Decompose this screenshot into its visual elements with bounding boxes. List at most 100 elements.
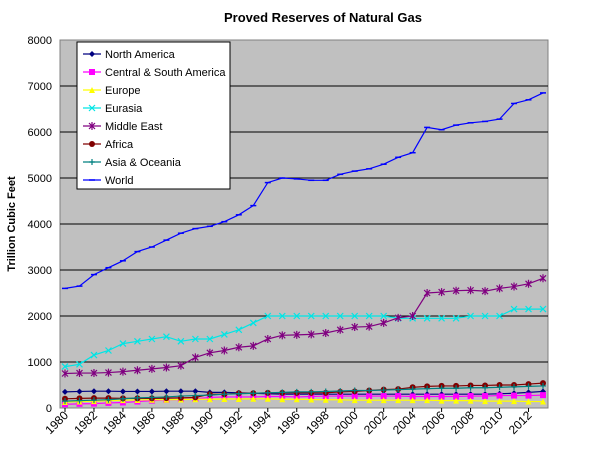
data-point [540,382,546,389]
data-point [540,392,546,399]
data-point [322,396,329,403]
data-point [423,314,431,322]
data-point [351,312,359,320]
data-point [409,393,416,400]
data-point [134,388,141,395]
series-line [64,92,544,289]
legend-marker [89,159,95,165]
data-point [264,335,272,343]
data-point [249,319,257,327]
legend-box [76,41,231,190]
data-point [162,333,170,341]
data-point [177,337,185,345]
data-point [322,329,330,338]
data-point [336,312,344,320]
series-2 [62,395,546,406]
data-point [423,289,431,297]
data-point [293,330,301,339]
data-point [409,397,416,404]
legend-marker [88,122,96,130]
legend-marker [89,69,95,75]
data-point [337,396,344,403]
data-point [148,364,156,373]
series-line [64,308,543,368]
data-point [395,397,402,404]
legend-label: Europe [105,85,140,97]
y-tick-label: 8000 [28,35,52,47]
series-line [64,382,544,400]
data-point [308,396,315,403]
data-point [481,287,489,296]
data-point [307,312,315,320]
series-4 [61,274,547,378]
data-point [438,397,445,404]
legend-marker [88,104,96,112]
data-point [366,397,373,404]
data-point [351,397,358,404]
data-point [467,397,474,404]
data-point [279,396,286,403]
data-point [163,388,170,395]
data-point [148,335,156,343]
data-point [496,312,503,320]
data-point [279,389,286,396]
data-point [337,387,344,394]
legend-label: Asia & Oceania [105,157,182,169]
data-point [264,395,271,402]
series-line [64,385,544,402]
data-point [76,397,83,404]
data-point [539,305,547,313]
data-point [206,392,213,399]
data-point [192,388,199,395]
data-point [221,391,228,398]
data-point [293,396,300,403]
data-point [76,369,83,378]
data-point [467,312,475,320]
data-point [395,386,402,393]
data-point [177,393,184,400]
legend: North America Central & South America Euro… [76,41,231,190]
data-point [438,314,446,322]
data-point [90,397,97,404]
legend-label: Middle East [105,121,162,133]
data-point [496,384,503,391]
data-point [452,314,460,322]
data-point [511,398,518,405]
series-line [64,390,544,395]
data-point [510,305,518,313]
data-point [221,396,228,403]
data-point [307,330,315,339]
data-point [409,386,416,393]
data-point [424,385,431,392]
data-point [453,385,460,392]
y-tick-label: 7000 [28,81,52,93]
data-point [380,397,387,404]
data-point [365,322,373,331]
y-tick-label: 4000 [28,219,52,231]
legend-marker [89,141,95,147]
data-point [467,286,475,295]
series-line [64,277,544,375]
data-point [133,337,141,345]
y-tick-label: 5000 [28,173,52,185]
data-point [76,388,83,395]
data-point [496,392,503,399]
data-point [163,393,170,400]
data-point [105,347,112,354]
series-line [64,398,543,403]
data-point [76,360,83,368]
series-3 [61,305,547,371]
data-point [191,353,199,362]
data-point [235,343,243,352]
y-tick-label: 3000 [28,265,52,277]
data-point [380,312,388,320]
data-point [351,387,358,394]
data-point [482,398,489,405]
legend-label: Eurasia [105,103,143,115]
data-point [90,388,97,395]
data-point [105,396,112,403]
y-axis-title: Trillion Cubic Feet [6,176,18,272]
data-point [380,318,388,327]
data-point [293,388,300,395]
